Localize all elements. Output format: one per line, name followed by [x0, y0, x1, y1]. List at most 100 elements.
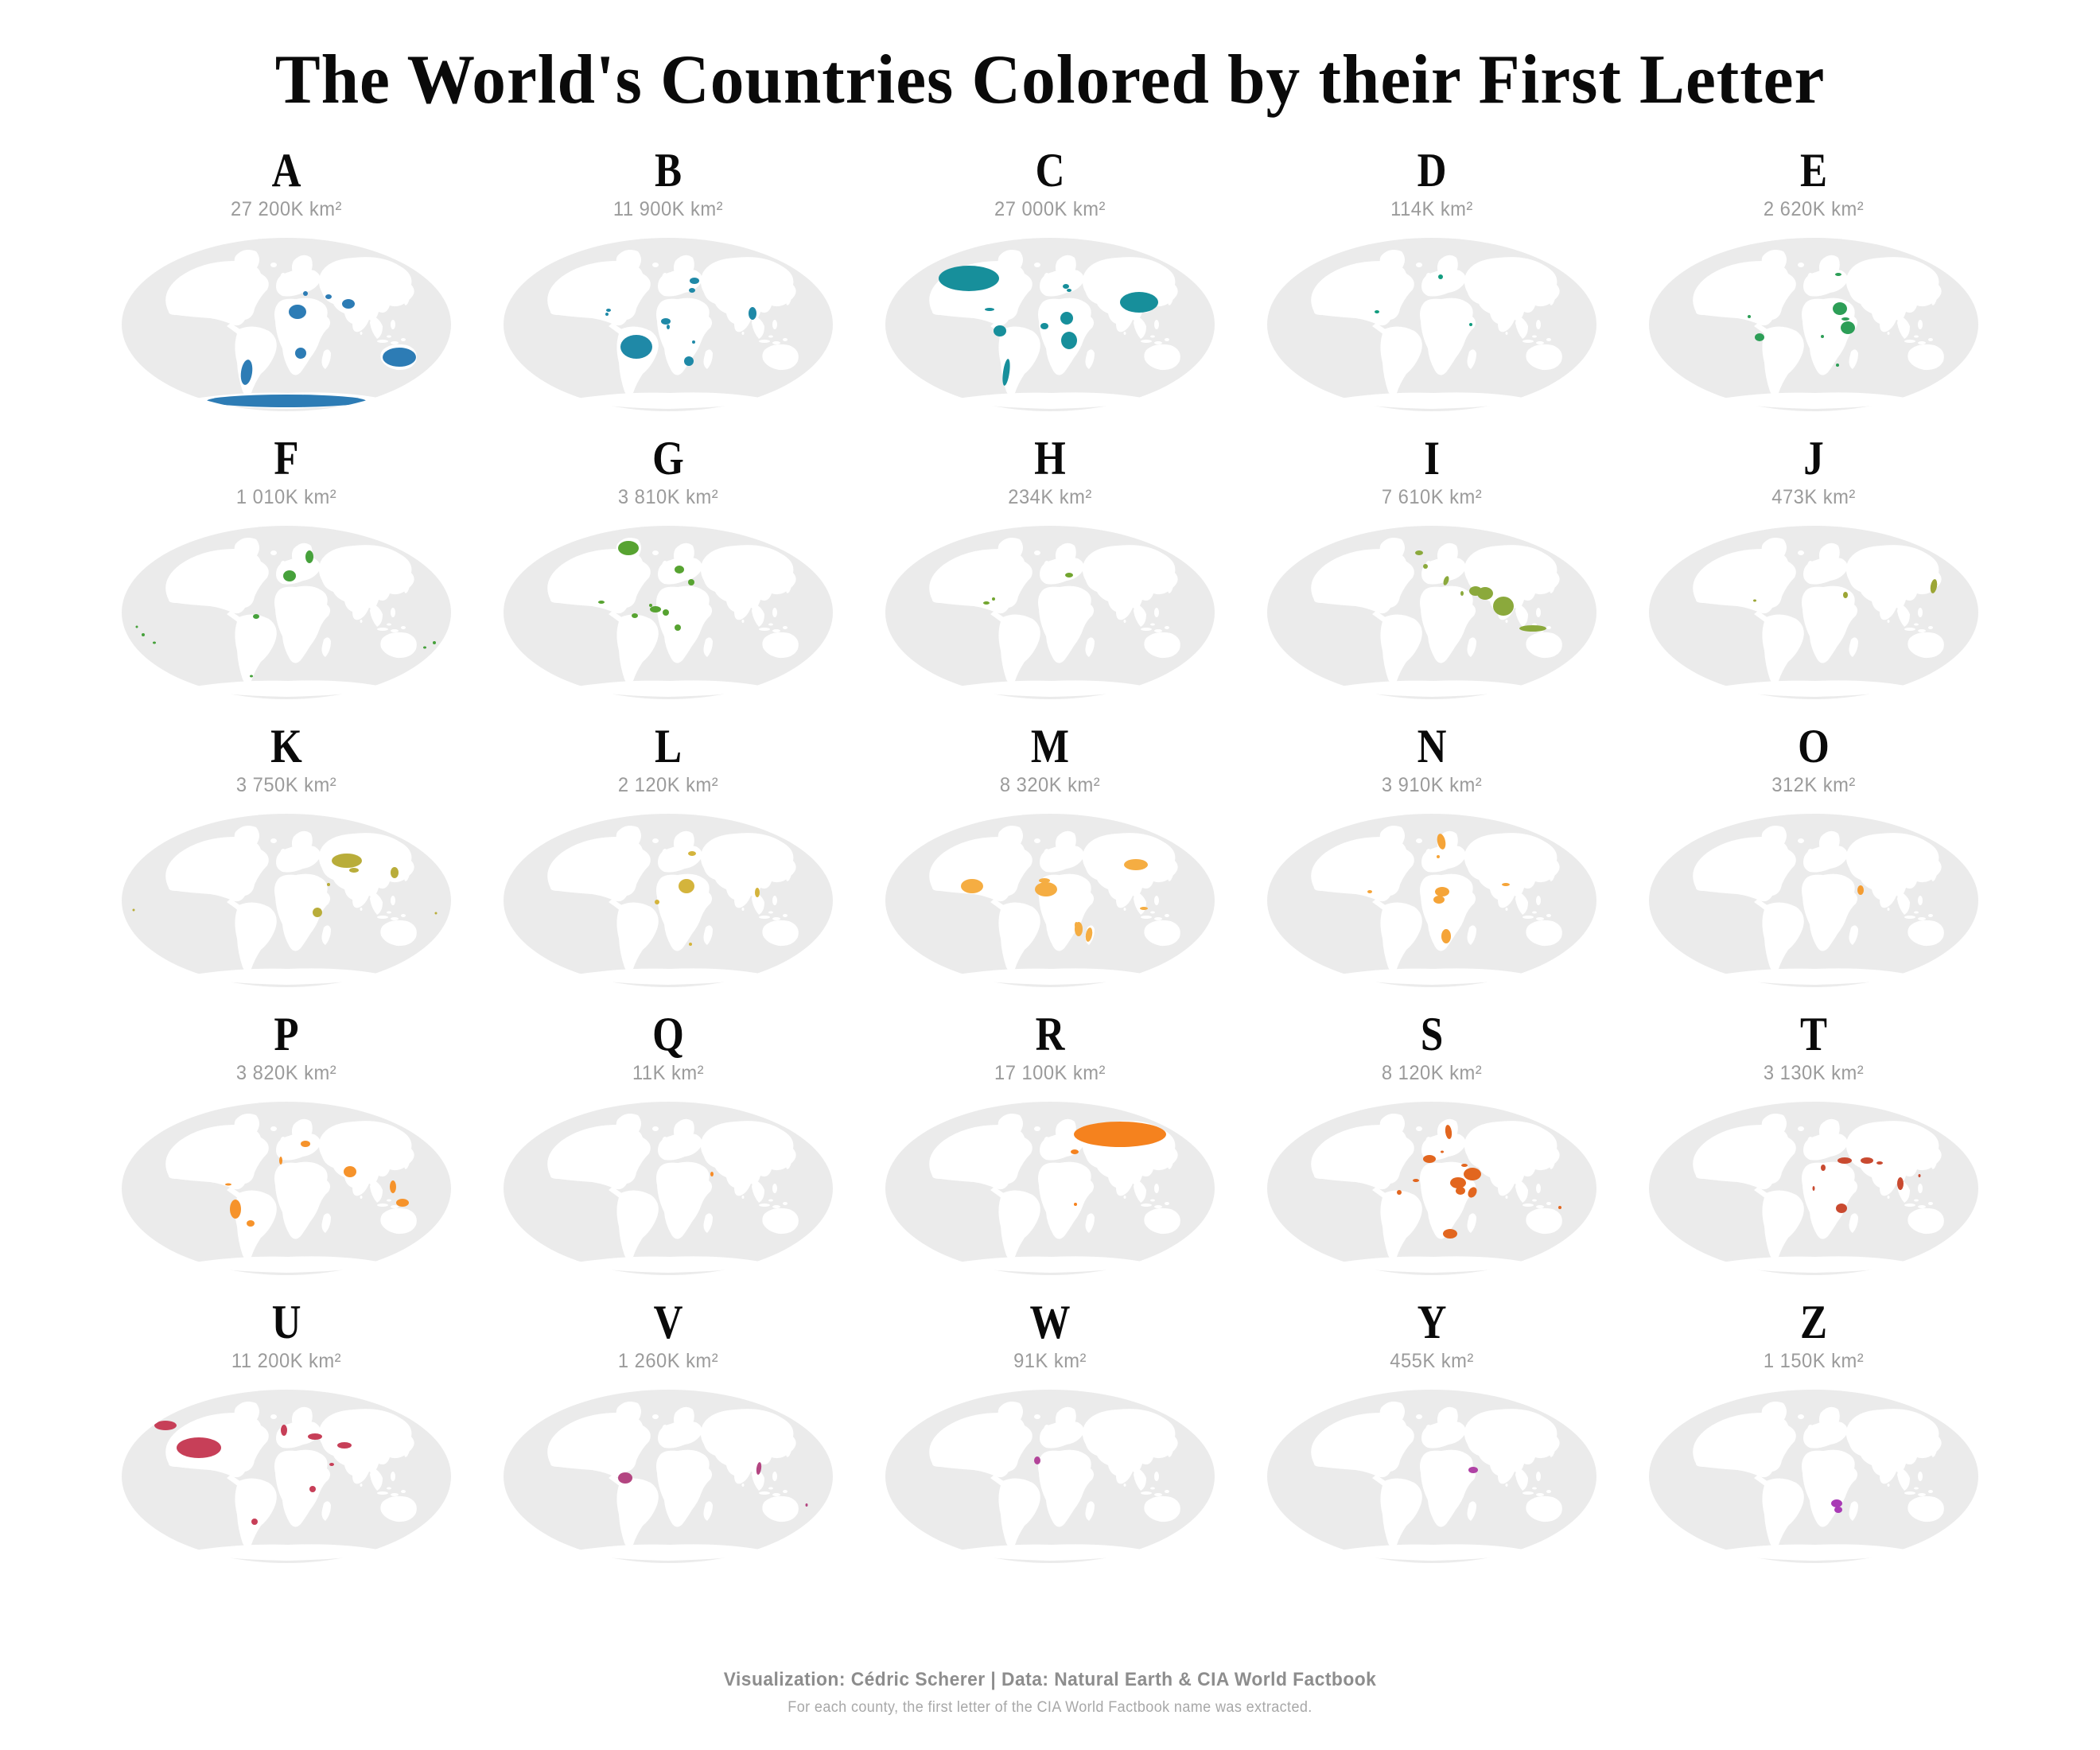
highlighted-region	[1039, 878, 1050, 883]
letter-label-G: G	[652, 432, 684, 484]
highlighted-region	[1124, 859, 1148, 870]
letter-label-Z: Z	[1799, 1296, 1828, 1348]
highlighted-region	[1857, 885, 1864, 895]
highlighted-region	[650, 606, 661, 612]
highlighted-region	[135, 625, 138, 628]
footer: Visualization: Cédric Scherer | Data: Na…	[0, 1669, 2100, 1717]
world-map-L	[504, 814, 833, 987]
highlighted-region	[301, 1141, 310, 1147]
world-map-C	[885, 238, 1215, 411]
highlighted-region	[1415, 550, 1423, 555]
highlighted-region	[632, 613, 638, 618]
highlighted-region	[1367, 890, 1372, 893]
world-map-F	[122, 526, 451, 699]
highlighted-region	[805, 1503, 808, 1507]
highlighted-region	[1075, 922, 1078, 928]
highlighted-region	[675, 566, 684, 574]
area-label-E: 2 620K km²	[1763, 198, 1865, 220]
highlighted-region	[332, 854, 362, 868]
highlighted-region	[1060, 312, 1073, 325]
highlighted-region	[1441, 929, 1451, 943]
highlighted-region	[1375, 310, 1379, 313]
highlighted-region	[1035, 882, 1057, 896]
highlighted-region	[1450, 1177, 1466, 1188]
letter-label-E: E	[1799, 144, 1828, 196]
area-label-C: 27 000K km²	[994, 198, 1106, 220]
highlighted-region	[606, 309, 611, 312]
highlighted-region	[177, 1437, 221, 1458]
highlighted-region	[1558, 1206, 1561, 1209]
letter-label-D: D	[1417, 144, 1447, 196]
highlighted-region	[154, 1421, 177, 1430]
highlighted-region	[1841, 317, 1849, 321]
highlighted-region	[1755, 333, 1764, 341]
area-label-Q: 11K km²	[632, 1062, 704, 1084]
highlighted-region	[289, 305, 306, 319]
area-label-J: 473K km²	[1771, 486, 1856, 508]
highlighted-region	[230, 1200, 241, 1219]
world-map-S	[1267, 1102, 1596, 1275]
note-line: For each county, the first letter of the…	[788, 1699, 1312, 1716]
highlighted-region	[1821, 1165, 1826, 1171]
area-label-O: 312K km²	[1771, 774, 1856, 796]
highlighted-region	[1443, 576, 1449, 585]
letter-panel-B: B 11 900K km²	[477, 146, 859, 434]
area-label-F: 1 010K km²	[235, 486, 337, 508]
area-label-P: 3 820K km²	[235, 1062, 337, 1084]
highlighted-region	[1461, 1164, 1468, 1167]
highlighted-region	[1438, 274, 1443, 279]
letter-label-N: N	[1417, 720, 1447, 772]
letter-panel-C: C 27 000K km²	[859, 146, 1241, 434]
world-map-V	[504, 1390, 833, 1563]
letter-panel-W: W 91K km²	[859, 1297, 1241, 1585]
highlighted-region	[391, 867, 399, 878]
highlighted-region	[598, 601, 605, 604]
letter-label-S: S	[1420, 1008, 1444, 1060]
area-label-A: 27 200K km²	[231, 198, 342, 220]
letter-label-I: I	[1424, 432, 1440, 484]
highlighted-region	[655, 900, 659, 904]
highlighted-region	[1833, 302, 1847, 315]
highlighted-region	[1437, 855, 1440, 858]
highlighted-region	[1836, 364, 1839, 367]
area-label-N: 3 910K km²	[1381, 774, 1483, 796]
highlighted-region	[1468, 1467, 1478, 1473]
highlighted-region	[337, 1442, 352, 1449]
highlighted-region	[1413, 1179, 1419, 1182]
highlighted-region	[281, 1425, 287, 1436]
world-map-I	[1267, 526, 1596, 699]
highlighted-region	[1843, 592, 1848, 598]
highlighted-region	[1002, 359, 1010, 386]
highlighted-region	[309, 1486, 316, 1492]
world-map-J	[1649, 526, 1978, 699]
highlighted-region	[1120, 292, 1158, 313]
highlighted-region	[1085, 928, 1093, 942]
highlighted-region	[667, 325, 670, 329]
letter-panel-J: J 473K km²	[1623, 434, 2005, 721]
letter-panel-A: A 27 200K km²	[95, 146, 477, 434]
world-map-W	[885, 1390, 1215, 1563]
highlighted-region	[1460, 591, 1464, 596]
highlighted-region	[1445, 1125, 1452, 1139]
letter-label-H: H	[1034, 432, 1066, 484]
world-map-T	[1649, 1102, 1978, 1275]
highlighted-region	[1074, 1122, 1166, 1147]
world-map-G	[504, 526, 833, 699]
highlighted-region	[305, 550, 313, 563]
highlighted-region	[1061, 332, 1077, 349]
highlighted-region	[684, 356, 694, 366]
highlighted-region	[1443, 1229, 1457, 1239]
area-label-I: 7 610K km²	[1381, 486, 1483, 508]
letter-label-P: P	[274, 1008, 299, 1060]
highlighted-region	[349, 868, 359, 873]
highlighted-region	[1861, 1157, 1873, 1164]
highlighted-region	[325, 294, 332, 299]
world-map-B	[504, 238, 833, 411]
world-map-K	[122, 814, 451, 987]
